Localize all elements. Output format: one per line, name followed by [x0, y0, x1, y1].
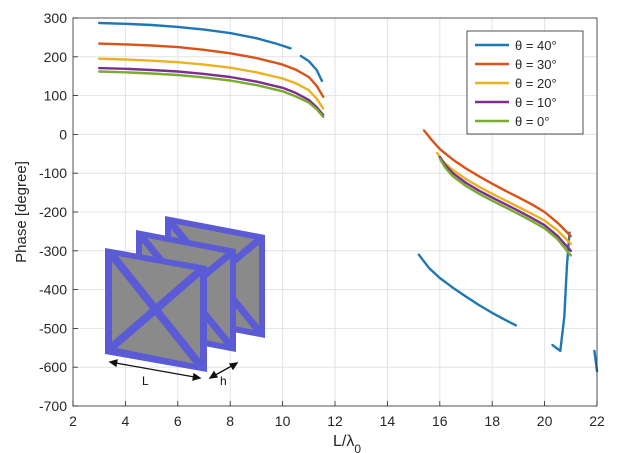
inset-figure: L h — [105, 216, 265, 388]
legend: θ = 40° θ = 30° θ = 20° θ = 10° θ = 0° — [466, 30, 584, 135]
x-tick-label: 20 — [537, 413, 553, 429]
y-tick-label: -400 — [39, 282, 67, 298]
x-axis-label: L/λ0 — [333, 433, 361, 453]
y-tick-label: 200 — [44, 49, 68, 65]
series-line — [98, 21, 292, 50]
series-line — [422, 129, 572, 238]
inset-dimension-arrows — [108, 359, 239, 381]
legend-label: θ = 20° — [515, 76, 557, 91]
x-tick-label: 6 — [174, 413, 182, 429]
legend-label: θ = 30° — [515, 57, 557, 72]
y-tick-label: 300 — [44, 10, 68, 26]
y-tick-label: -200 — [39, 204, 67, 220]
y-tick-label: -500 — [39, 320, 67, 336]
x-tick-label: 18 — [484, 413, 500, 429]
series-group — [98, 57, 572, 245]
y-tick-label: 0 — [59, 126, 67, 142]
series-line — [436, 151, 572, 245]
x-tick-label: 8 — [226, 413, 234, 429]
legend-label: θ = 10° — [515, 95, 557, 110]
series-line — [593, 349, 599, 373]
x-tick-label: 10 — [275, 413, 291, 429]
series-group — [98, 66, 572, 252]
series-line — [98, 70, 325, 119]
series-group — [98, 70, 572, 257]
y-axis-label: Phase [degree] — [13, 161, 30, 263]
x-tick-label: 16 — [432, 413, 448, 429]
y-tick-label: 100 — [44, 88, 68, 104]
series-line — [438, 155, 572, 252]
x-tick-label: 12 — [327, 413, 343, 429]
series-line — [438, 157, 572, 257]
x-tick-label: 2 — [69, 413, 77, 429]
series-line — [98, 42, 325, 98]
y-tick-label: -600 — [39, 359, 67, 375]
series-line — [417, 253, 517, 327]
series-line — [299, 54, 324, 83]
series-lines — [98, 21, 599, 373]
y-tick-label: -700 — [39, 398, 67, 414]
legend-label: θ = 0° — [515, 114, 549, 129]
legend-label: θ = 40° — [515, 38, 557, 53]
y-tick-label: -300 — [39, 243, 67, 259]
y-tick-label: -100 — [39, 165, 67, 181]
x-tick-label: 14 — [380, 413, 396, 429]
series-line — [98, 57, 325, 110]
inset-label-h: h — [220, 374, 227, 388]
x-tick-label: 4 — [122, 413, 130, 429]
inset-panel-front — [105, 248, 207, 372]
series-group — [98, 21, 599, 373]
series-line — [551, 231, 571, 353]
series-group — [98, 42, 572, 238]
x-tick-label: 22 — [589, 413, 605, 429]
axis-ticks: 2 4 6 8 10 12 14 16 18 20 22 300 200 100 0 -100 -200 -300… — [39, 10, 605, 429]
inset-label-l: L — [142, 374, 149, 388]
series-line — [98, 66, 325, 117]
